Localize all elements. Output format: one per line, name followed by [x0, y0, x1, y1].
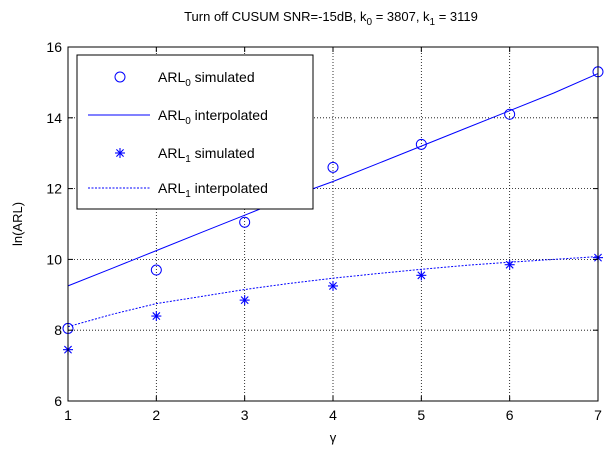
- legend-label-base: ARL: [158, 107, 185, 123]
- x-tick-label: 1: [64, 407, 72, 423]
- data-point-star: [416, 270, 427, 281]
- series-layer: [62, 66, 604, 355]
- legend-label-subscript: 0: [185, 116, 191, 127]
- data-point-circle: [150, 264, 162, 276]
- data-point-circle: [239, 216, 251, 228]
- legend-label-subscript: 1: [185, 189, 191, 200]
- data-point-star: [239, 295, 250, 306]
- legend: ARL0 simulated ARL0 interpolated ARL1 si…: [76, 54, 314, 210]
- legend-label-arl0-interpolated: ARL0 interpolated: [158, 107, 268, 127]
- series-line: [67, 256, 599, 328]
- legend-label-rest: simulated: [191, 145, 255, 161]
- data-point-circle: [327, 161, 339, 173]
- legend-label-base: ARL: [158, 180, 185, 196]
- ticks: [67, 46, 599, 402]
- x-tick-label: 3: [241, 407, 249, 423]
- x-tick-label: 7: [594, 407, 602, 423]
- legend-label-base: ARL: [158, 69, 185, 85]
- y-axis-label: ln(ARL): [10, 202, 25, 246]
- legend-label-rest: interpolated: [191, 180, 268, 196]
- legend-label-base: ARL: [158, 145, 185, 161]
- chart-title-k0-value: = 3807, k: [372, 9, 430, 24]
- data-point-circle: [504, 108, 516, 120]
- y-tick-label: 10: [46, 251, 62, 267]
- series-3: [67, 256, 599, 328]
- chart-title-prefix: Turn off CUSUM SNR=-15dB, k: [184, 9, 367, 24]
- x-axis-label: γ: [330, 430, 337, 445]
- y-tick-label: 6: [54, 393, 62, 409]
- data-point-star: [151, 311, 162, 322]
- y-tick-label: 12: [46, 181, 62, 197]
- series-line: [67, 73, 599, 287]
- legend-entry-arl1-interpolated: ARL1 interpolated: [88, 180, 268, 200]
- legend-label-arl1-interpolated: ARL1 interpolated: [158, 180, 268, 200]
- chart-title: Turn off CUSUM SNR=-15dB, k0 = 3807, k1 …: [184, 9, 478, 28]
- legend-symbol-star: [115, 148, 125, 158]
- legend-label-subscript: 0: [185, 78, 191, 89]
- legend-entry-arl1-simulated: ARL1 simulated: [115, 145, 255, 165]
- legend-entry-arl0-interpolated: ARL0 interpolated: [88, 107, 268, 127]
- legend-entry-arl0-simulated: ARL0 simulated: [114, 69, 255, 89]
- chart-title-k1-subscript: 1: [430, 17, 436, 28]
- y-tick-label: 8: [54, 322, 62, 338]
- data-point-star: [504, 259, 515, 270]
- chart-title-k1-value: = 3119: [435, 9, 478, 24]
- x-tick-label: 2: [152, 407, 160, 423]
- y-tick-label: 14: [46, 110, 62, 126]
- x-tick-label: 6: [506, 407, 514, 423]
- data-point-star: [328, 280, 338, 291]
- legend-label-rest: interpolated: [191, 107, 268, 123]
- x-tick-label: 4: [329, 407, 337, 423]
- y-tick-label: 16: [46, 39, 62, 55]
- series-1: [67, 73, 599, 287]
- legend-label-arl0-simulated: ARL0 simulated: [158, 69, 255, 89]
- grid: [68, 47, 598, 401]
- series-2: [63, 252, 603, 355]
- legend-label-rest: simulated: [191, 69, 255, 85]
- chart-title-k0-subscript: 0: [367, 17, 373, 28]
- series-0: [62, 66, 604, 334]
- legend-label-arl1-simulated: ARL1 simulated: [158, 145, 255, 165]
- x-tick-label: 5: [417, 407, 425, 423]
- legend-symbol-circle: [114, 71, 126, 83]
- legend-label-subscript: 1: [185, 154, 191, 165]
